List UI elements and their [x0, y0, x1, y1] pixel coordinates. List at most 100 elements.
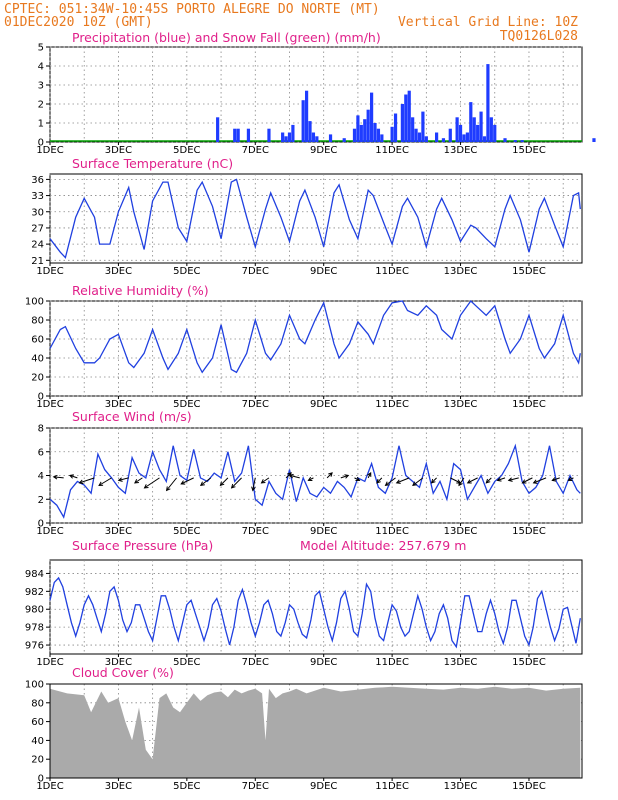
precip-bar — [493, 124, 497, 142]
cloud-cover-area — [50, 686, 581, 778]
x-tick-label: 9DEC — [310, 266, 337, 277]
wind-arrow-head — [355, 476, 361, 481]
y-tick-label: 20 — [31, 373, 44, 384]
wind-arrow — [79, 477, 95, 484]
panel-title: Precipitation (blue) and Snow Fall (gree… — [72, 30, 381, 45]
precip-bar — [424, 136, 428, 142]
precip-bar — [311, 132, 316, 142]
y-tick-label: 980 — [25, 605, 44, 616]
wind-arrow-head — [328, 472, 333, 477]
wind-arrow — [450, 477, 461, 484]
precip-bar — [417, 132, 422, 142]
precip-bar — [304, 90, 309, 142]
wind-arrow — [69, 474, 78, 479]
precip-bar — [414, 128, 418, 142]
panel-5: 0 20 40 60 80 100 1DEC 3DEC 5DEC 7DEC 9DEC 11DEC 13D… — [25, 665, 583, 792]
precip-bar — [472, 117, 476, 142]
wind-arrow-head — [395, 479, 401, 484]
y-tick-label: 0 — [38, 774, 44, 785]
precip-bar — [291, 124, 295, 142]
y-tick-label: 0 — [38, 392, 44, 403]
wind-arrow-head — [219, 481, 225, 487]
y-tick-label: 27 — [31, 223, 44, 234]
wind-arrow-head — [117, 477, 123, 482]
wind-arrow — [412, 477, 424, 486]
precip-bar — [486, 64, 490, 142]
panel-title: Relative Humidity (%) — [72, 283, 209, 298]
wind-arrow — [200, 477, 212, 486]
precip-bar — [308, 121, 312, 142]
wind-arrow — [340, 474, 349, 479]
panel-annotation: Model Altitude: 257.679 m — [300, 538, 466, 553]
x-tick-label: 9DEC — [310, 526, 337, 537]
precip-bar — [503, 138, 507, 142]
x-tick-label: 5DEC — [173, 145, 200, 156]
y-tick-label: 100 — [25, 680, 44, 691]
x-tick-label: 3DEC — [105, 526, 132, 537]
x-tick-label: 13DEC — [444, 781, 478, 792]
wind-arrow-head — [307, 476, 313, 481]
panel-title: Surface Wind (m/s) — [72, 409, 192, 424]
precip-bar — [441, 138, 446, 142]
panel-frame — [49, 173, 583, 264]
precip-bar — [469, 102, 473, 142]
wind-arrow — [180, 477, 194, 485]
wind-arrow-head — [384, 481, 390, 487]
x-tick-label: 3DEC — [105, 145, 132, 156]
wind-arrow-head — [52, 474, 58, 480]
wind-arrow-head — [532, 479, 538, 484]
precip-bar — [373, 123, 377, 142]
panel-3: 0 2 4 6 8 1DEC 3DEC 5DEC 7DEC 9DEC 11DEC 13DEC 15DEC… — [36, 409, 583, 537]
wind-arrow — [98, 477, 112, 486]
wind-arrow — [144, 477, 160, 489]
y-tick-label: 80 — [31, 698, 44, 709]
x-tick-label: 7DEC — [242, 657, 269, 668]
precip-bar — [458, 124, 463, 142]
x-tick-label: 7DEC — [242, 399, 269, 410]
wind-arrow — [467, 477, 478, 484]
precip-bar — [287, 132, 292, 142]
x-tick-label: 3DEC — [105, 781, 132, 792]
precip-bar — [359, 124, 363, 142]
precip-bar — [363, 119, 367, 142]
precip-bar — [448, 128, 452, 142]
precip-bar — [342, 138, 346, 142]
precip-bar — [476, 124, 480, 142]
x-tick-label: 9DEC — [310, 399, 337, 410]
wind-arrow-head — [458, 481, 463, 487]
y-tick-label: 24 — [31, 240, 44, 251]
wind-arrow — [376, 477, 383, 484]
panel-frame — [49, 559, 583, 655]
x-tick-label: 15DEC — [512, 399, 546, 410]
wind-arrow-head — [98, 481, 104, 486]
grid-line-label: Vertical Grid Line: 10Z — [398, 15, 578, 30]
precip-bar — [246, 128, 251, 142]
series-line — [49, 576, 581, 649]
precip-bar — [233, 128, 237, 142]
x-tick-label: 1DEC — [36, 266, 63, 277]
series-line — [49, 300, 581, 374]
x-tick-label: 11DEC — [375, 657, 409, 668]
wind-arrow-head — [180, 480, 186, 485]
panel-0: 0 1 2 3 4 5 1DEC 3DEC 5DEC 7DEC 9DEC 11DEC 13DEC 15DE… — [36, 30, 596, 156]
wind-arrow — [289, 474, 300, 479]
precip-bar — [380, 134, 384, 142]
wind-arrow — [231, 477, 242, 489]
precip-bar — [369, 92, 374, 142]
y-tick-label: 2 — [38, 495, 44, 506]
precip-bar — [404, 94, 408, 142]
x-tick-label: 3DEC — [105, 399, 132, 410]
precip-bar — [356, 115, 360, 142]
wind-arrow — [485, 477, 492, 484]
precip-bar — [390, 126, 394, 142]
y-tick-label: 2 — [38, 100, 44, 111]
wind-arrow — [118, 477, 129, 481]
precip-bar — [421, 111, 425, 142]
wind-arrow — [285, 472, 292, 479]
wind-arrow — [552, 477, 560, 481]
precip-bar — [328, 134, 333, 142]
y-tick-label: 20 — [31, 755, 44, 766]
x-tick-label: 7DEC — [242, 781, 269, 792]
wind-arrow — [220, 477, 229, 486]
